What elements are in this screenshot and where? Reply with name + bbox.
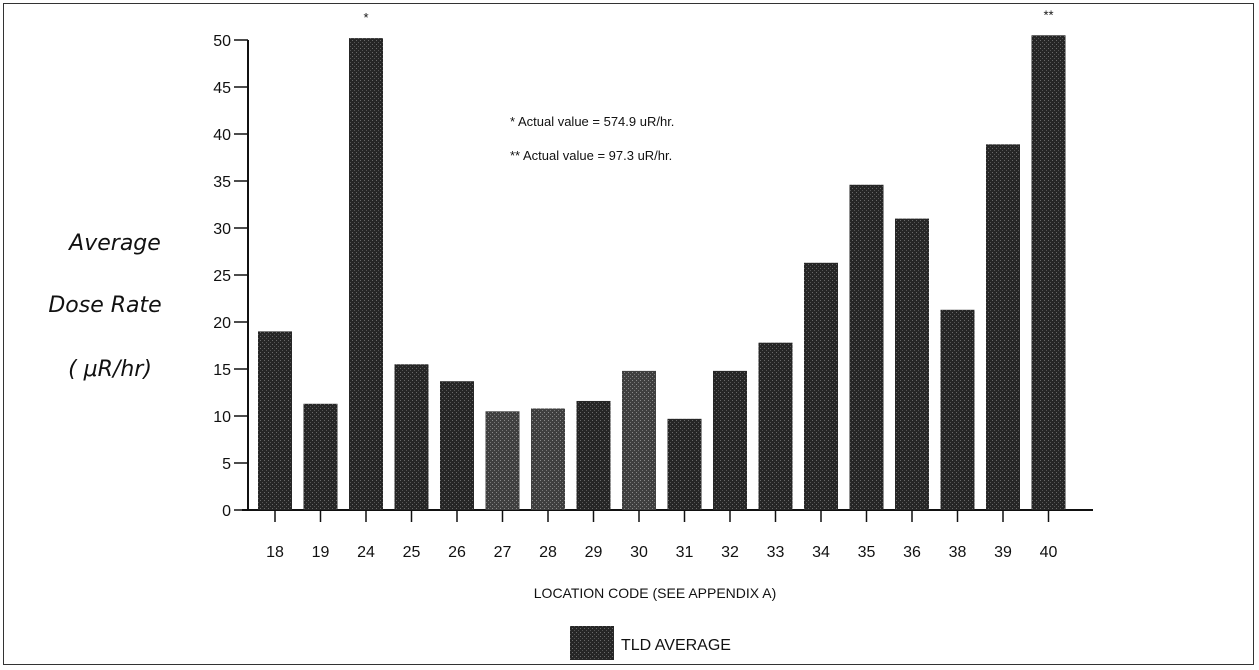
bar-40 [1031, 35, 1066, 511]
bar-34 [804, 262, 838, 510]
bar-18 [258, 331, 292, 510]
x-tick-label: 26 [448, 544, 466, 561]
x-tick-label: 24 [357, 544, 375, 561]
bar-marker-40: ** [1043, 7, 1053, 22]
bar-24 [349, 38, 383, 511]
bar-25 [394, 364, 429, 510]
x-tick-label: 32 [721, 544, 739, 561]
y-tick-label: 25 [213, 268, 231, 285]
x-tick-label: 34 [812, 544, 830, 561]
x-tick-label: 25 [403, 544, 421, 561]
bar-31 [667, 418, 702, 510]
y-tick-label: 35 [213, 174, 231, 191]
bar-28 [531, 408, 565, 510]
y-tick-label: 30 [213, 221, 231, 238]
x-tick-label: 27 [494, 544, 512, 561]
legend: TLD AVERAGE [570, 626, 731, 660]
y-axis-label: Average Dose Rate ( μR/hr) [48, 231, 161, 382]
y-axis-label-line-1: Average [67, 231, 161, 256]
y-tick-label: 5 [222, 456, 231, 473]
x-tick-label: 38 [949, 544, 967, 561]
bar-35 [849, 184, 884, 510]
bar-33 [758, 342, 793, 510]
x-tick-label: 29 [585, 544, 603, 561]
y-tick-label: 40 [213, 127, 231, 144]
legend-swatch [570, 626, 614, 660]
x-tick-label: 18 [266, 544, 284, 561]
legend-label: TLD AVERAGE [621, 637, 731, 654]
y-tick-label: 15 [213, 362, 231, 379]
x-tick-label: 40 [1040, 544, 1058, 561]
tick-labels: 0 5 10 15 20 25 30 35 40 45 50 18 19 24 * 25 26 27 28 29 30 3… [213, 7, 1057, 561]
y-tick-label: 50 [213, 33, 231, 50]
y-tick-label: 10 [213, 409, 231, 426]
chart-frame [3, 3, 1254, 665]
y-axis-label-line-3: ( μR/hr) [68, 357, 152, 382]
bar-29 [576, 400, 611, 510]
bar-27 [485, 411, 520, 510]
x-tick-label: 36 [903, 544, 921, 561]
x-tick-label: 39 [994, 544, 1012, 561]
bar-32 [713, 370, 747, 510]
bar-26 [440, 381, 474, 510]
bar-38 [940, 309, 975, 510]
bars [258, 35, 1066, 511]
y-tick-label: 20 [213, 315, 231, 332]
bar-39 [986, 144, 1020, 510]
y-tick-label: 0 [222, 503, 231, 520]
y-tick-label: 45 [213, 80, 231, 97]
annotation-single-star: * Actual value = 574.9 uR/hr. [510, 114, 674, 129]
x-tick-label: 35 [858, 544, 876, 561]
y-axis-label-line-2: Dose Rate [48, 293, 161, 318]
bar-marker-24: * [363, 10, 368, 25]
x-tick-label: 30 [630, 544, 648, 561]
x-tick-label: 19 [312, 544, 330, 561]
annotation-double-star: ** Actual value = 97.3 uR/hr. [510, 148, 672, 163]
annotations: * Actual value = 574.9 uR/hr. ** Actual … [510, 114, 674, 163]
bar-19 [303, 403, 338, 510]
x-axis-title: LOCATION CODE (SEE APPENDIX A) [534, 585, 776, 601]
bar-30 [622, 370, 656, 510]
x-tick-label: 33 [767, 544, 785, 561]
x-tick-label: 28 [539, 544, 557, 561]
bar-36 [895, 218, 929, 510]
x-tick-label: 31 [676, 544, 694, 561]
